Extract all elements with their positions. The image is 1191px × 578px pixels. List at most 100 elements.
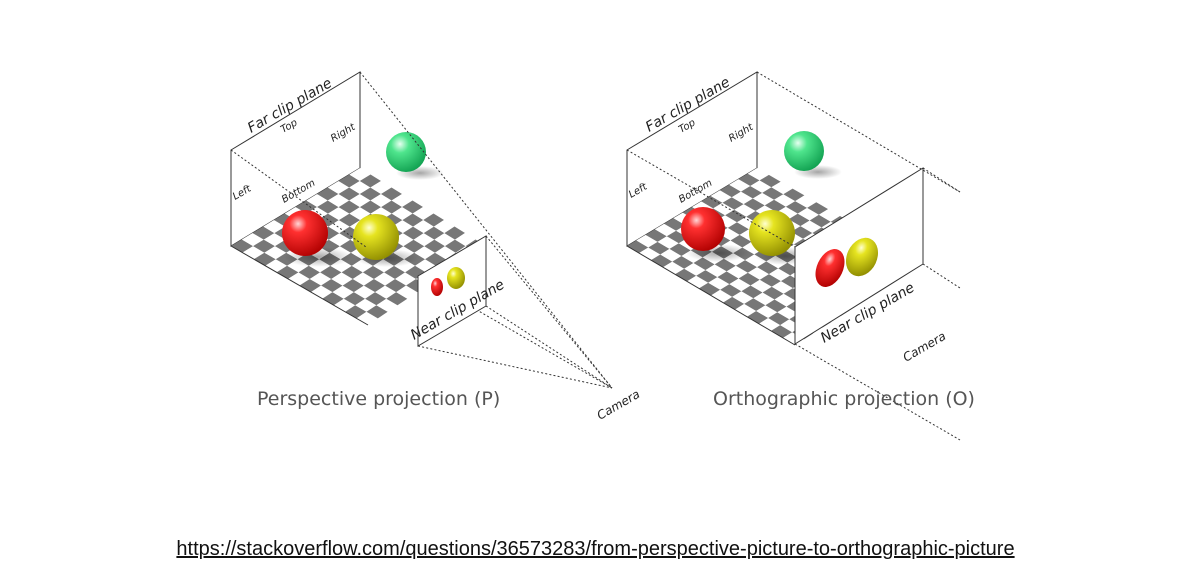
near-clip-plane bbox=[417, 235, 487, 347]
checker-tile bbox=[352, 272, 374, 286]
checker-tile bbox=[355, 298, 377, 312]
checker-tile bbox=[366, 305, 388, 319]
checker-tile bbox=[321, 279, 343, 293]
checker-tile bbox=[374, 272, 396, 286]
checker-tile bbox=[771, 325, 793, 338]
checker-tile bbox=[391, 207, 413, 221]
checker-tile bbox=[345, 305, 367, 319]
checker-tile bbox=[339, 239, 362, 253]
checker-tile bbox=[800, 220, 822, 233]
checker-tile bbox=[627, 240, 649, 254]
checker-tile bbox=[738, 173, 760, 186]
red-sphere-projection bbox=[431, 278, 443, 296]
checker-tile bbox=[433, 220, 455, 234]
checker-tile bbox=[317, 200, 339, 214]
red-sphere bbox=[282, 210, 328, 256]
checker-tile bbox=[424, 239, 445, 253]
checker-tile bbox=[392, 220, 414, 234]
checker-tile bbox=[693, 257, 715, 271]
checker-tile bbox=[774, 293, 796, 307]
green-sphere bbox=[784, 131, 824, 171]
checker-tile bbox=[402, 226, 424, 240]
checker-tile bbox=[759, 174, 781, 188]
checker-tile bbox=[309, 272, 332, 286]
checker-tile bbox=[651, 254, 673, 268]
checker-tile bbox=[241, 233, 264, 247]
checker-tile bbox=[752, 192, 775, 206]
checker-tile bbox=[306, 194, 328, 207]
orthographic-caption: Orthographic projection (O) bbox=[713, 388, 975, 410]
checker-tile bbox=[412, 207, 434, 220]
checker-tile bbox=[231, 239, 254, 253]
checker-tile bbox=[701, 195, 723, 209]
checker-tile bbox=[762, 286, 784, 300]
checker-tile bbox=[669, 243, 691, 256]
checker-tile bbox=[708, 277, 730, 290]
floor-edge bbox=[626, 245, 796, 346]
checker-tile bbox=[747, 267, 769, 280]
yellow-sphere-projection bbox=[845, 237, 879, 277]
checker-tile bbox=[370, 181, 392, 194]
checker-tile bbox=[750, 279, 772, 293]
checker-tile bbox=[684, 263, 706, 276]
checker-tile bbox=[299, 279, 322, 293]
checker-tile bbox=[310, 285, 333, 299]
checker-tile bbox=[729, 278, 751, 292]
checker-tile bbox=[639, 247, 661, 261]
checker-tile bbox=[777, 306, 799, 320]
checker-tile bbox=[444, 226, 465, 240]
camera-label: Camera bbox=[595, 387, 643, 423]
checker-tile bbox=[750, 180, 772, 193]
checker-tile bbox=[341, 265, 363, 279]
source-link[interactable]: https://stackoverflow.com/questions/3657… bbox=[176, 538, 1015, 560]
checker-tile bbox=[343, 292, 366, 306]
checker-tile bbox=[375, 285, 397, 299]
checker-tile bbox=[327, 194, 350, 208]
checker-tile bbox=[253, 252, 276, 266]
camera-label: Camera bbox=[901, 329, 949, 365]
checker-tile bbox=[759, 318, 781, 331]
checker-tile bbox=[423, 226, 445, 240]
checker-tile bbox=[762, 187, 784, 200]
checker-tile bbox=[328, 207, 350, 221]
checker-tile bbox=[734, 204, 756, 217]
frustum-line bbox=[485, 235, 613, 389]
checker-tile bbox=[768, 312, 790, 326]
checker-tile bbox=[738, 272, 760, 286]
checker-tile bbox=[774, 194, 796, 207]
red-sphere bbox=[681, 207, 725, 251]
checker-tile bbox=[769, 268, 791, 282]
checker-tile bbox=[295, 200, 318, 214]
checker-tile bbox=[807, 202, 829, 215]
floor-edge bbox=[230, 245, 369, 326]
checker-tile bbox=[725, 209, 747, 223]
checker-tile bbox=[741, 285, 763, 299]
checker-tile bbox=[338, 187, 360, 201]
frustum-line bbox=[417, 345, 613, 389]
checker-tile bbox=[756, 305, 778, 318]
frustum-line bbox=[626, 149, 796, 248]
checker-tile bbox=[809, 214, 831, 228]
checker-tile bbox=[445, 239, 466, 253]
checker-tile bbox=[402, 213, 424, 227]
checker-tile bbox=[771, 181, 793, 195]
checker-tile bbox=[349, 181, 371, 194]
checker-tile bbox=[413, 220, 434, 234]
checker-tile bbox=[435, 246, 456, 260]
frustum-line bbox=[417, 275, 613, 389]
checker-tile bbox=[320, 265, 342, 279]
checker-tile bbox=[455, 233, 476, 247]
checker-tile bbox=[654, 223, 677, 237]
checker-tile bbox=[672, 256, 694, 269]
red-sphere-projection bbox=[815, 249, 845, 287]
checker-tile bbox=[333, 298, 356, 312]
checker-tile bbox=[675, 268, 697, 282]
checker-tile bbox=[264, 246, 287, 260]
checker-tile bbox=[298, 265, 321, 279]
checker-tile bbox=[745, 254, 767, 268]
checker-tile bbox=[359, 200, 382, 214]
frustum-line bbox=[922, 167, 961, 193]
checker-tile bbox=[757, 261, 779, 275]
checker-tile bbox=[413, 233, 435, 247]
